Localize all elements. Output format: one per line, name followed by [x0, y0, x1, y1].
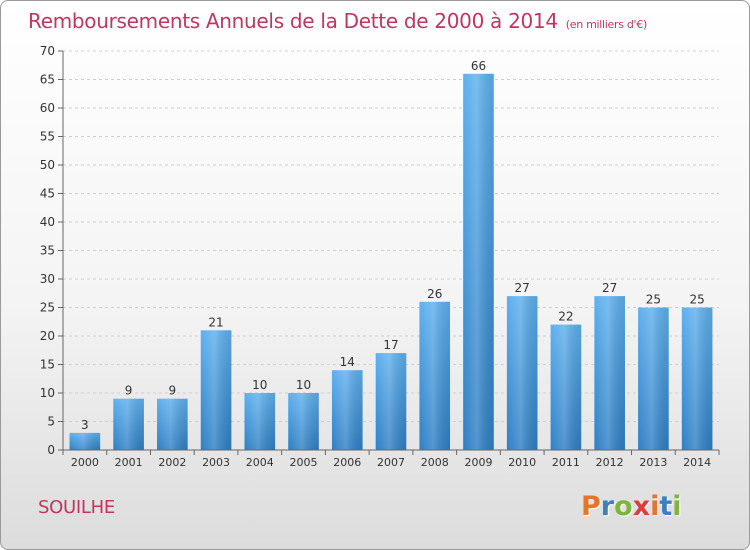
x-tick-label: 2008	[421, 456, 449, 469]
bar-shade	[550, 324, 582, 450]
logo-letter: t	[659, 491, 673, 522]
x-tick-label: 2005	[290, 456, 318, 469]
x-tick-label: 2002	[158, 456, 186, 469]
y-tick-label: 50	[40, 158, 55, 172]
y-tick-label: 10	[40, 386, 55, 400]
y-tick-label: 45	[40, 187, 55, 201]
x-tick-label: 2007	[377, 456, 405, 469]
y-tick-label: 40	[40, 215, 55, 229]
x-tick-label: 2013	[639, 456, 667, 469]
bar-value-label: 9	[125, 384, 133, 398]
bar-value-label: 22	[558, 310, 573, 324]
bar-shade	[463, 73, 494, 451]
bar-value-label: 9	[169, 384, 177, 398]
y-tick-label: 65	[40, 73, 55, 87]
bar-shade	[113, 398, 144, 450]
y-tick-label: 55	[40, 130, 55, 144]
x-tick-label: 2010	[508, 456, 536, 469]
bar-value-label: 14	[340, 355, 355, 369]
bar-value-label: 27	[602, 281, 617, 295]
proxiti-logo[interactable]: Proxiti	[581, 491, 682, 522]
x-tick-label: 2000	[71, 456, 99, 469]
chart-title-text: Remboursements Annuels de la Dette de 20…	[28, 9, 558, 33]
x-tick-label: 2009	[464, 456, 492, 469]
logo-letter: i	[672, 491, 682, 522]
x-axis: 2000 2001 2002 2003 2004 2005 2006 2007 2008 2009…	[62, 449, 720, 469]
y-tick-label: 70	[40, 44, 55, 58]
bar-value-label: 25	[689, 293, 704, 307]
bar-value-label: 3	[81, 418, 89, 432]
logo-letter: o	[614, 491, 633, 522]
bar-value-label: 10	[252, 378, 267, 392]
y-axis: 0 5 10 15 20 25 30 35 40 45 50 55 60 65 70	[40, 44, 64, 457]
bar-value-label: 27	[515, 281, 530, 295]
bar-shade	[375, 353, 407, 450]
x-tick-label: 2012	[596, 456, 624, 469]
y-tick-label: 25	[40, 301, 55, 315]
logo-letter: r	[600, 491, 615, 522]
bar-value-label: 21	[208, 315, 223, 329]
bar-value-label: 17	[383, 338, 398, 352]
y-tick-label: 15	[40, 358, 55, 372]
x-tick-label: 2003	[202, 456, 230, 469]
y-tick-label: 0	[47, 443, 55, 457]
x-tick-label: 2011	[552, 456, 580, 469]
bar-value-label: 10	[296, 378, 311, 392]
x-tick-label: 2014	[683, 456, 711, 469]
bar-shade	[244, 393, 276, 450]
bar-value-label: 66	[471, 59, 486, 73]
logo-letter: P	[581, 491, 601, 522]
logo-letter: x	[632, 491, 651, 522]
y-tick-label: 5	[47, 415, 55, 429]
chart-title: Remboursements Annuels de la Dette de 20…	[28, 9, 647, 33]
y-tick-label: 60	[40, 101, 55, 115]
bar-value-label: 25	[646, 293, 661, 307]
x-tick-label: 2004	[246, 456, 274, 469]
y-tick-label: 35	[40, 244, 55, 258]
bar-value-label: 26	[427, 287, 442, 301]
bar-shade	[157, 398, 188, 450]
x-tick-label: 2006	[333, 456, 361, 469]
bar-shade	[681, 307, 713, 450]
chart-unit: (en milliers d'€)	[565, 18, 647, 31]
y-tick-label: 30	[40, 272, 55, 286]
bar-shade	[638, 307, 669, 450]
logo-letter: i	[650, 491, 660, 522]
bar-shade	[419, 301, 451, 450]
bar-shade	[200, 330, 232, 450]
bars: 3 9 9 21 10 10 14 17 26 66 27 22 27 25 25	[69, 59, 713, 451]
bar-shade	[594, 296, 625, 450]
bar-shade	[506, 296, 538, 450]
y-tick-label: 20	[40, 329, 55, 343]
bar-shade	[288, 393, 319, 450]
bar-shade	[69, 432, 101, 450]
x-tick-label: 2001	[115, 456, 143, 469]
commune-name: SOUILHE	[38, 497, 115, 518]
bar-shade	[331, 370, 363, 450]
